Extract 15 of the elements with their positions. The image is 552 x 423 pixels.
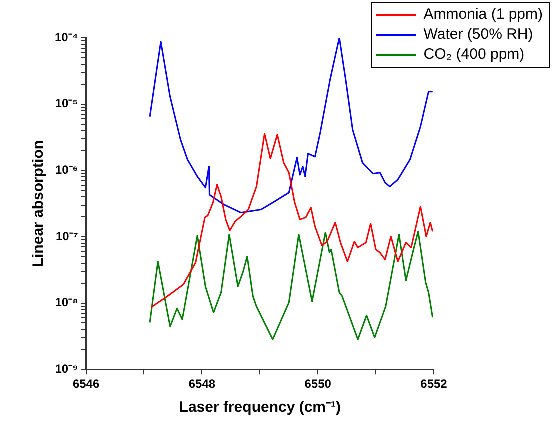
- x-tick-label: 6552: [420, 377, 448, 392]
- legend-label: Ammonia (1 ppm): [424, 5, 543, 25]
- y-tick-label: 10⁻⁴: [54, 30, 78, 44]
- x-tick-label: 6546: [72, 377, 100, 392]
- y-tick-label: 10⁻⁷: [56, 229, 78, 244]
- y-tick-label: 10⁻⁸: [55, 296, 78, 310]
- x-axis-title: Laser frequency (cm⁻¹): [179, 399, 342, 416]
- x-tick-label: 6550: [304, 377, 332, 392]
- y-tick-label: 10⁻⁶: [55, 162, 78, 177]
- y-tick-label: 10⁻⁵: [55, 96, 78, 111]
- y-tick-label: 10⁻⁹: [55, 362, 78, 376]
- legend-label: CO₂ (400 ppm): [424, 45, 525, 65]
- legend-label: Water (50% RH): [424, 25, 534, 45]
- x-tick-label: 6548: [188, 377, 216, 392]
- y-axis-title: Linear absorption: [30, 140, 48, 268]
